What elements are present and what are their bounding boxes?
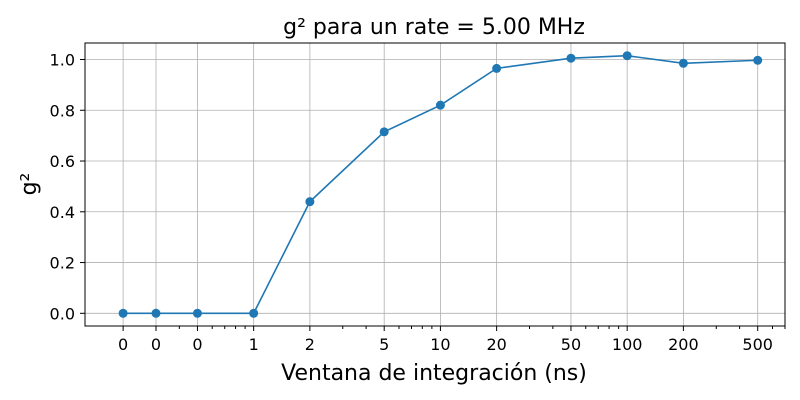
x-tick-label: 0 — [118, 335, 128, 354]
x-tick-label: 500 — [742, 335, 773, 354]
x-tick-label: 2 — [305, 335, 315, 354]
data-point — [305, 197, 315, 207]
data-point — [379, 127, 389, 137]
y-tick-label: 0.8 — [50, 101, 75, 120]
data-point — [151, 308, 161, 318]
y-tick-label: 0.6 — [50, 152, 75, 171]
x-tick-label: 200 — [668, 335, 699, 354]
data-point — [753, 55, 763, 65]
y-axis-label: g² — [17, 173, 42, 196]
x-tick-label: 20 — [486, 335, 506, 354]
data-point — [249, 308, 259, 318]
x-tick-label: 0 — [192, 335, 202, 354]
x-tick-label: 50 — [561, 335, 581, 354]
x-tick-label: 10 — [430, 335, 450, 354]
x-tick-label: 5 — [379, 335, 389, 354]
axis-ticks: 0 0 0 1 2 5 10 20 50 100 200 500 0.0 0.2 0.4 0.6 0.8 1.0 — [50, 50, 786, 354]
data-point — [118, 308, 128, 318]
x-tick-label: 0 — [151, 335, 161, 354]
y-tick-label: 0.2 — [50, 254, 75, 273]
data-point — [622, 51, 632, 61]
data-point — [566, 53, 576, 63]
x-tick-label: 1 — [249, 335, 259, 354]
data-point — [678, 58, 688, 68]
grid — [85, 43, 785, 326]
y-tick-label: 0.0 — [50, 304, 75, 323]
chart-title: g² para un rate = 5.00 MHz — [283, 15, 585, 40]
series-layer — [118, 51, 763, 318]
data-point — [192, 308, 202, 318]
y-tick-label: 1.0 — [50, 50, 75, 69]
data-point — [435, 100, 445, 110]
data-point — [492, 63, 502, 73]
x-axis-label: Ventana de integración (ns) — [281, 361, 587, 386]
plot-area-frame — [84, 42, 786, 327]
x-tick-label: 100 — [612, 335, 643, 354]
series-line — [123, 54, 758, 315]
y-tick-label: 0.4 — [50, 203, 75, 222]
